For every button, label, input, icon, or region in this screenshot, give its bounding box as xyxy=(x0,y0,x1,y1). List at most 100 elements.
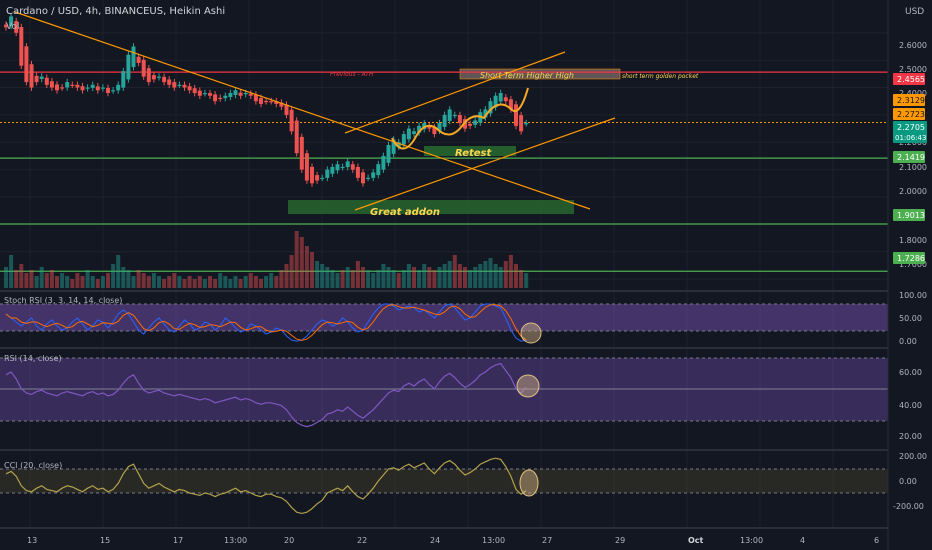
cci-highlight-circle xyxy=(519,469,539,497)
stoch-tick: 100.00 xyxy=(899,291,927,300)
stoch-tick: 0.00 xyxy=(899,337,917,346)
volume-bar xyxy=(310,252,314,288)
candle-body xyxy=(55,84,59,91)
price-tick: 1.7000 xyxy=(899,260,927,269)
candle-body xyxy=(279,102,284,107)
great-addon-zone xyxy=(288,200,574,214)
candle-body xyxy=(488,101,493,114)
candle-body xyxy=(136,56,141,63)
candle-body xyxy=(238,92,243,96)
volume-bar xyxy=(95,279,100,288)
volume-bar xyxy=(172,273,177,288)
main-pane xyxy=(0,0,888,290)
candle-body xyxy=(223,95,228,99)
candle-body xyxy=(233,90,238,95)
time-tick: 13:00 xyxy=(740,536,763,545)
candle-body xyxy=(100,87,105,89)
time-tick: 13:00 xyxy=(482,536,505,545)
candle-body xyxy=(111,90,116,92)
volume-bar xyxy=(177,276,182,288)
volume-bar xyxy=(386,267,391,288)
candle-body xyxy=(315,175,320,181)
volume-bar xyxy=(141,273,146,288)
volume-bar xyxy=(427,267,432,288)
candle-body xyxy=(121,71,126,88)
time-axis[interactable]: 13 15 17 13:00 20 22 24 13:00 27 29 Oct … xyxy=(27,536,879,545)
candle-body xyxy=(197,90,202,96)
channel-upper xyxy=(344,51,566,134)
candle-body xyxy=(325,169,330,178)
volume-bar xyxy=(304,246,309,288)
volume-bar xyxy=(493,264,498,288)
candle-body xyxy=(39,76,44,79)
candle-body xyxy=(4,24,8,28)
volume-bar xyxy=(406,264,411,288)
time-tick: 29 xyxy=(615,536,625,545)
candle-body xyxy=(524,123,529,125)
price-tick: 2.0000 xyxy=(899,187,927,196)
volume-bar xyxy=(223,276,228,288)
volume-bar xyxy=(90,276,95,288)
candle-body xyxy=(463,119,467,129)
price-tag: 2.2723 xyxy=(897,110,925,119)
volume-bar xyxy=(253,276,258,288)
candle-body xyxy=(310,166,314,184)
stoch-rsi-label[interactable]: Stoch RSI (3, 3, 14, 14, close) xyxy=(4,296,122,305)
indicator-lines xyxy=(5,303,542,515)
candle-body xyxy=(366,177,371,180)
cci-label[interactable]: CCI (20, close) xyxy=(4,461,62,470)
price-tag-bg xyxy=(893,151,925,163)
volume-bar xyxy=(340,270,345,288)
volume-bar xyxy=(412,267,416,288)
rsi-label[interactable]: RSI (14, close) xyxy=(4,354,62,363)
volume-bar xyxy=(202,279,207,288)
channel-lower xyxy=(354,117,616,211)
candle-body xyxy=(294,120,299,154)
volume-bar xyxy=(294,231,299,288)
candle-body xyxy=(304,153,309,181)
cci-line xyxy=(5,457,527,515)
stoch-d-line xyxy=(5,304,527,341)
candle-body xyxy=(90,84,95,88)
symbol-title[interactable]: Cardano / USD, 4h, BINANCEUS, Heikin Ash… xyxy=(6,6,225,17)
candle-body xyxy=(162,76,167,83)
candle-body xyxy=(44,77,49,85)
stoch-tick: 50.00 xyxy=(899,314,922,323)
time-tick: 24 xyxy=(430,536,440,545)
candle-body xyxy=(259,97,263,104)
candle-body xyxy=(447,109,452,121)
candle-body xyxy=(432,127,437,135)
time-tick: 22 xyxy=(357,536,367,545)
candle-body xyxy=(519,115,524,132)
candle-body xyxy=(187,86,192,91)
volume-bar xyxy=(289,255,294,288)
candle-body xyxy=(146,68,151,83)
volume-bar xyxy=(503,261,508,288)
candle-body xyxy=(371,172,376,178)
candles xyxy=(4,13,529,187)
candle-body xyxy=(274,101,279,104)
candle-body xyxy=(141,59,146,77)
candle-body xyxy=(289,109,294,132)
candle-body xyxy=(503,97,508,102)
volume-bar xyxy=(192,279,197,288)
candle-body xyxy=(401,134,406,145)
volume-bar xyxy=(417,270,422,288)
volume-bar xyxy=(49,270,54,288)
candle-body xyxy=(24,46,29,83)
candle-body xyxy=(9,16,14,26)
candle-body xyxy=(95,86,100,91)
volume-bar xyxy=(437,267,442,288)
candle-body xyxy=(269,101,274,103)
volume-bar xyxy=(14,270,19,288)
retest-zone xyxy=(424,146,516,156)
volume-bar xyxy=(126,270,131,288)
volume-bar xyxy=(524,273,529,288)
candle-body xyxy=(157,76,161,78)
volume-bar xyxy=(60,273,65,288)
volume-bar xyxy=(70,279,75,288)
candle-body xyxy=(213,94,218,102)
candle-body xyxy=(34,75,39,83)
higher-high-zone xyxy=(459,68,621,80)
